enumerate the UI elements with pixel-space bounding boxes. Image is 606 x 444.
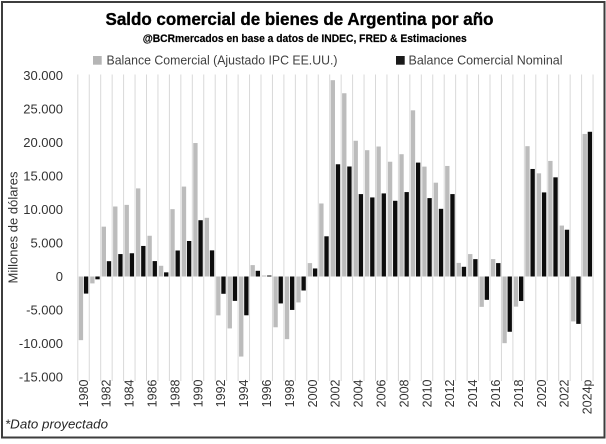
svg-text:1986: 1986 bbox=[146, 379, 160, 407]
svg-text:30.000: 30.000 bbox=[23, 68, 63, 83]
svg-text:1994: 1994 bbox=[237, 379, 251, 407]
svg-text:-5.000: -5.000 bbox=[26, 302, 63, 317]
svg-text:*Dato proyectado: *Dato proyectado bbox=[5, 417, 108, 432]
svg-text:2000: 2000 bbox=[306, 379, 320, 407]
svg-text:2012: 2012 bbox=[443, 379, 457, 407]
svg-text:1996: 1996 bbox=[260, 379, 274, 407]
svg-text:Saldo comercial de bienes de A: Saldo comercial de bienes de Argentina p… bbox=[106, 9, 494, 29]
svg-text:-10.000: -10.000 bbox=[19, 336, 63, 351]
svg-text:2008: 2008 bbox=[397, 379, 411, 407]
svg-text:5.000: 5.000 bbox=[30, 235, 63, 250]
svg-text:1988: 1988 bbox=[168, 379, 182, 407]
svg-text:2024p: 2024p bbox=[581, 379, 595, 414]
svg-text:1982: 1982 bbox=[100, 379, 114, 407]
svg-text:2006: 2006 bbox=[375, 379, 389, 407]
svg-text:2018: 2018 bbox=[512, 379, 526, 407]
svg-text:1980: 1980 bbox=[77, 379, 91, 407]
svg-text:1984: 1984 bbox=[123, 379, 137, 407]
svg-text:1998: 1998 bbox=[283, 379, 297, 407]
svg-text:2010: 2010 bbox=[420, 379, 434, 407]
svg-text:2022: 2022 bbox=[558, 379, 572, 407]
svg-text:15.000: 15.000 bbox=[23, 168, 63, 183]
svg-text:1990: 1990 bbox=[191, 379, 205, 407]
svg-text:2004: 2004 bbox=[352, 379, 366, 407]
svg-text:2002: 2002 bbox=[329, 379, 343, 407]
svg-text:25.000: 25.000 bbox=[23, 101, 63, 116]
svg-text:-15.000: -15.000 bbox=[19, 369, 63, 384]
svg-text:Millones de dólares: Millones de dólares bbox=[6, 171, 21, 283]
svg-text:2020: 2020 bbox=[535, 379, 549, 407]
svg-text:@BCRmercados en base a datos d: @BCRmercados en base a datos de INDEC, F… bbox=[143, 33, 467, 45]
svg-text:Balance Comercial (Ajustado IP: Balance Comercial (Ajustado IPC EE.UU.) bbox=[107, 53, 338, 68]
svg-text:2016: 2016 bbox=[489, 379, 503, 407]
svg-text:Balance Comercial Nominal: Balance Comercial Nominal bbox=[409, 53, 563, 68]
svg-text:2014: 2014 bbox=[466, 379, 480, 407]
svg-text:10.000: 10.000 bbox=[23, 202, 63, 217]
svg-text:20.000: 20.000 bbox=[23, 135, 63, 150]
svg-text:1992: 1992 bbox=[214, 379, 228, 407]
svg-text:0: 0 bbox=[56, 269, 63, 284]
